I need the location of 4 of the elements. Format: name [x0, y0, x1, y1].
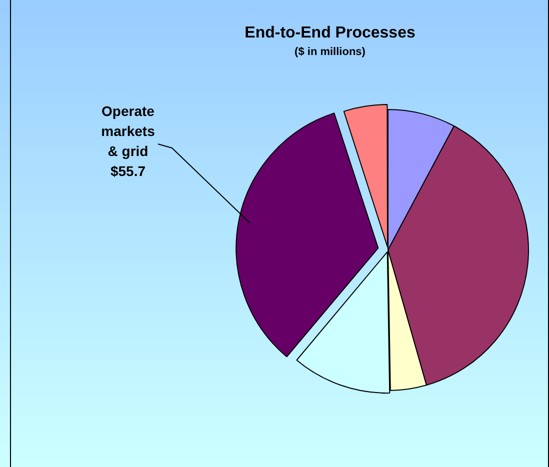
- chart-title: End-to-End Processes: [244, 24, 416, 42]
- slice-label: Operate markets & grid: [101, 102, 156, 159]
- data-label: $55.7: [110, 162, 146, 179]
- chart-subtitle: ($ in millions): [294, 46, 366, 58]
